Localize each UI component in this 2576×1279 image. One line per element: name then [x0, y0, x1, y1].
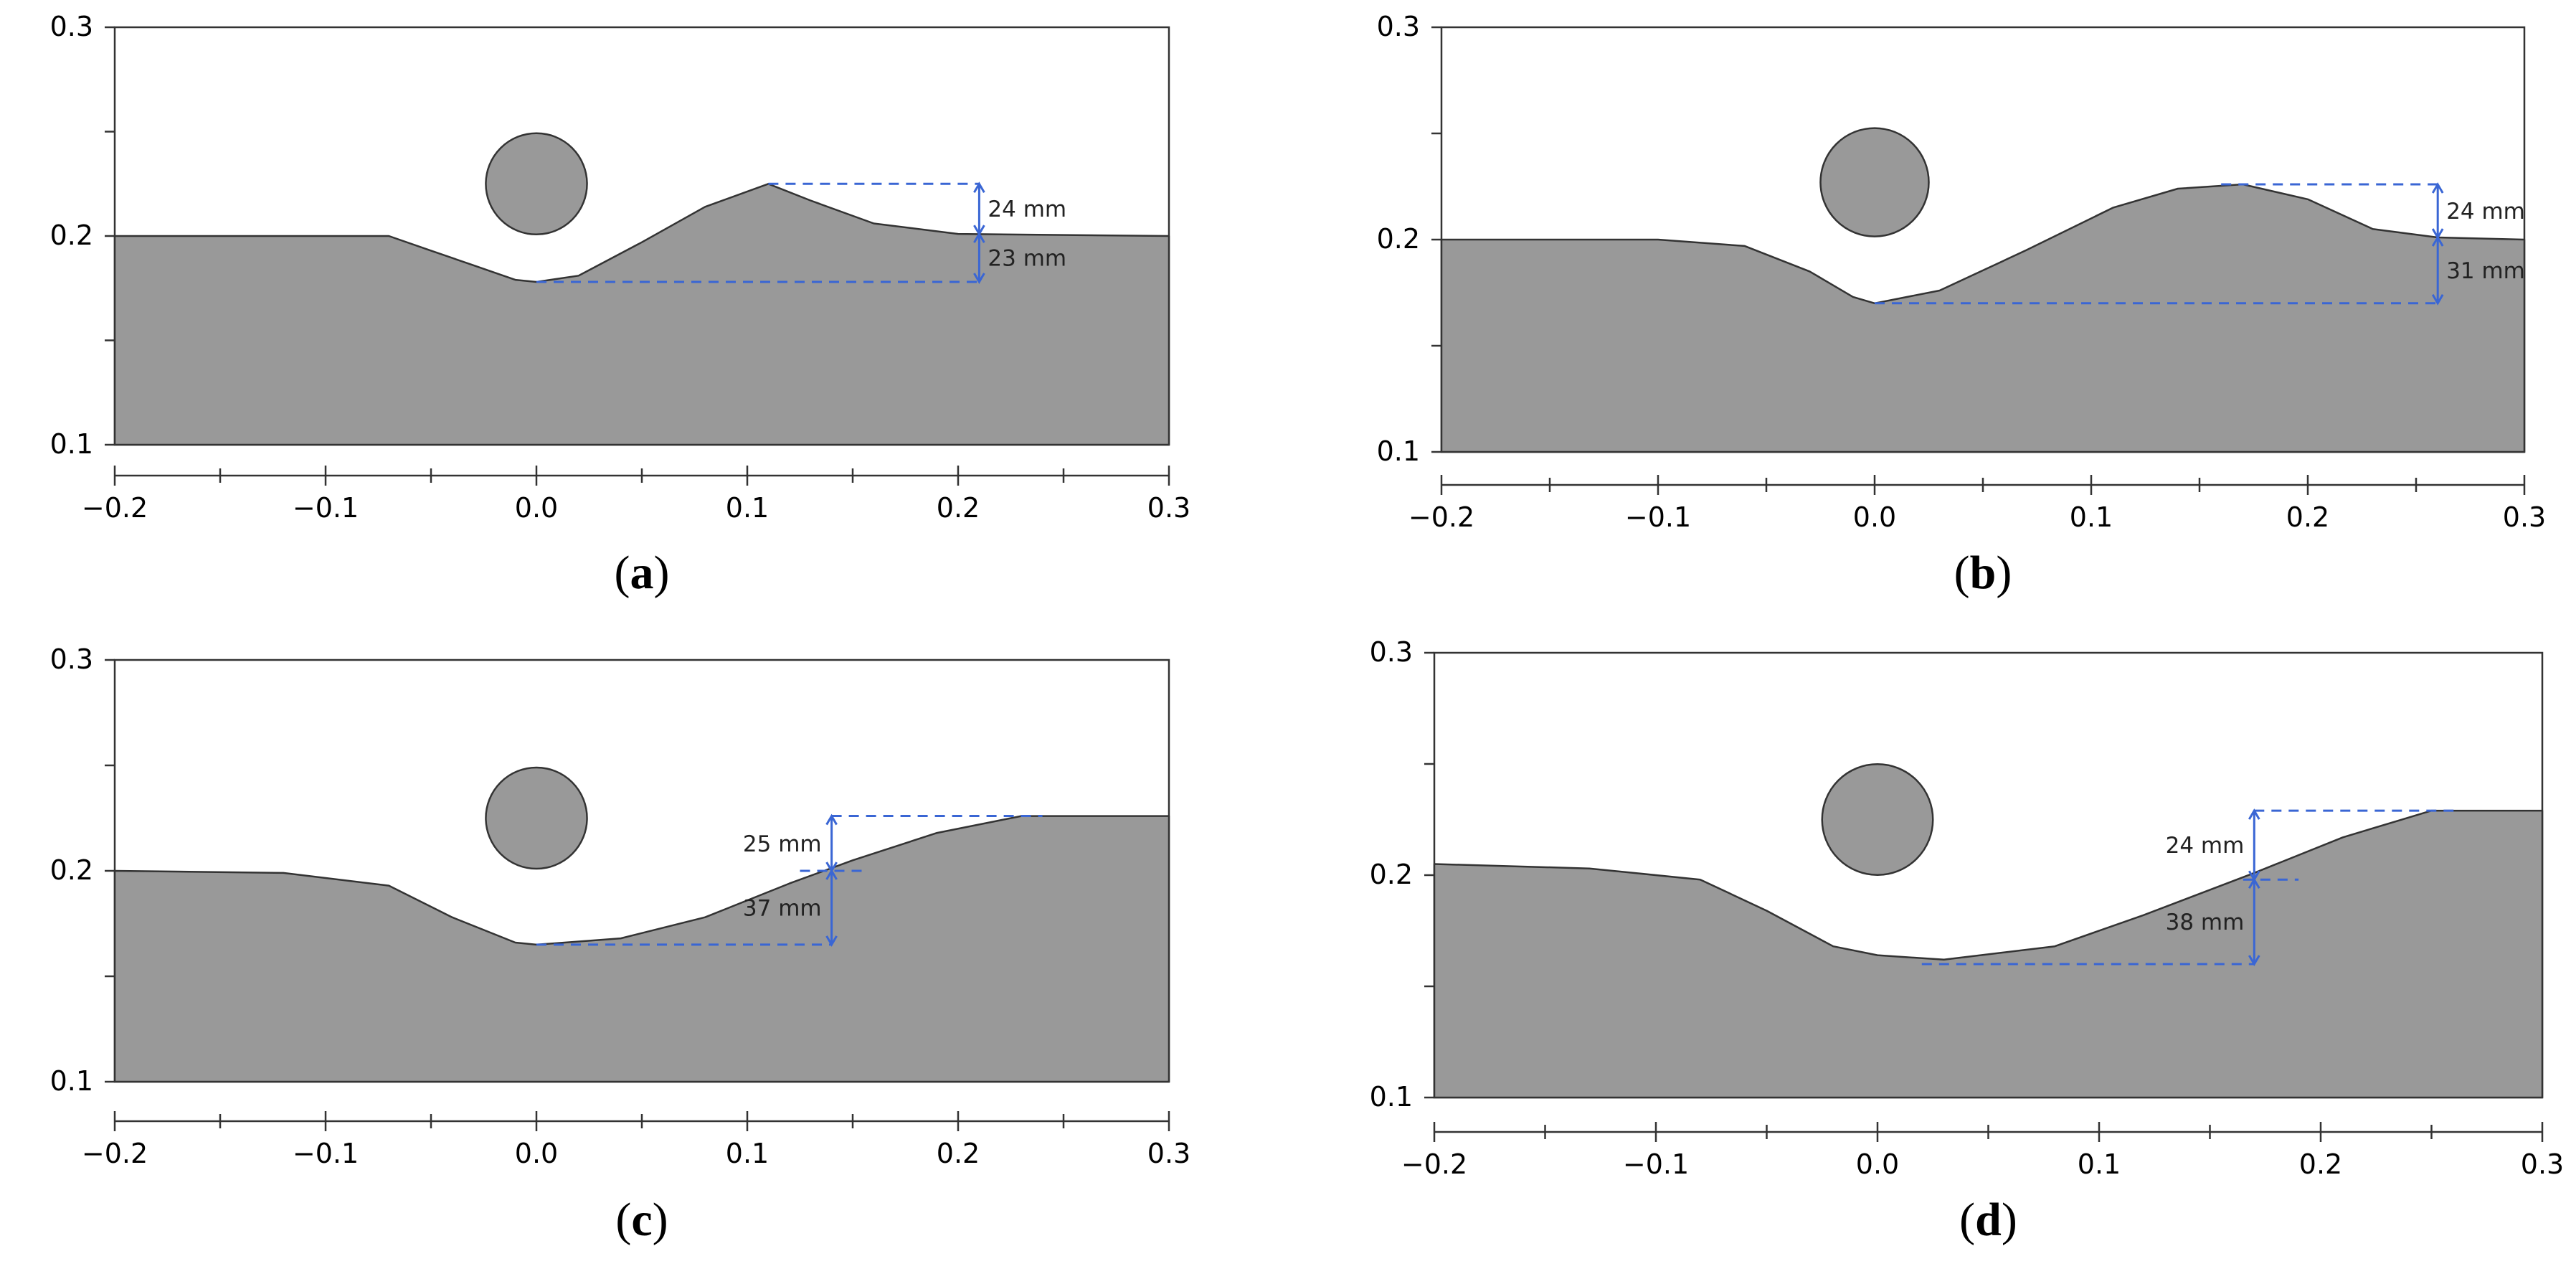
dimension-upper-label: 24 mm [2166, 833, 2245, 859]
panel-caption: (b) [1954, 547, 2012, 599]
x-tick-label: 0.0 [1856, 1148, 1899, 1180]
x-tick-label: 0.1 [726, 492, 769, 524]
y-tick-label: 0.2 [50, 220, 93, 251]
cylinder-circle [1819, 127, 1930, 237]
x-tick-label: −0.1 [293, 1138, 359, 1169]
chart-panel-a: 0.1 0.2 0.3 −0.2 −0.1 0.0 0.1 0.2 0.3 24 mm 23 mm (… [50, 11, 1191, 599]
x-tick-label: −0.1 [1625, 501, 1691, 533]
y-tick-label: 0.2 [50, 854, 93, 886]
y-tick-label: 0.1 [1377, 435, 1420, 467]
soil-surface-area [1440, 183, 2526, 453]
x-tick-label: −0.1 [1623, 1148, 1689, 1180]
cylinder-circle [1821, 763, 1934, 876]
x-tick-label: 0.3 [2503, 501, 2546, 533]
dimension-lower-label: 31 mm [2446, 258, 2525, 284]
x-tick-label: 0.2 [937, 1138, 980, 1169]
x-tick-label: −0.2 [1401, 1148, 1467, 1180]
soil-surface-area [113, 183, 1170, 446]
dimension-upper-arrow-head [825, 813, 838, 826]
cylinder-circle [485, 132, 588, 236]
x-tick-label: 0.2 [2299, 1148, 2342, 1180]
panel-caption: (d) [1959, 1194, 2017, 1246]
x-tick-label: 0.0 [515, 1138, 558, 1169]
y-tick-label: 0.1 [1370, 1081, 1413, 1113]
dimension-lower-arrow-head [2248, 955, 2260, 966]
dimension-lower-arrow-head [973, 273, 985, 284]
dimension-lower-label: 38 mm [2166, 910, 2245, 935]
y-tick-label: 0.2 [1377, 223, 1420, 255]
dimension-lower-arrow-head [825, 869, 838, 880]
x-tick-label: 0.1 [2070, 501, 2113, 533]
chart-panel-d: 0.1 0.2 0.3 −0.2 −0.1 0.0 0.1 0.2 0.3 24 mm 38 mm (… [1370, 636, 2565, 1246]
y-tick-label: 0.3 [1377, 11, 1420, 42]
dimension-lower-label: 37 mm [743, 895, 822, 921]
dimension-upper-arrow-head [2248, 808, 2260, 820]
x-tick-label: 0.2 [937, 492, 980, 524]
x-tick-label: 0.3 [1147, 492, 1190, 524]
x-tick-label: 0.0 [515, 492, 558, 524]
dimension-upper-label: 25 mm [743, 831, 822, 857]
y-tick-label: 0.3 [50, 643, 93, 675]
x-tick-label: 0.2 [2286, 501, 2329, 533]
dimension-upper-label: 24 mm [2446, 199, 2525, 225]
y-tick-label: 0.1 [50, 1065, 93, 1097]
x-tick-label: −0.2 [82, 1138, 148, 1169]
dimension-lower-label: 23 mm [988, 246, 1066, 272]
dimension-upper-arrow-head [973, 181, 985, 194]
dimension-lower-arrow-head [973, 232, 985, 243]
y-tick-label: 0.3 [1370, 636, 1413, 668]
x-tick-label: 0.1 [726, 1138, 769, 1169]
panel-caption: (c) [615, 1194, 668, 1246]
soil-surface-area [113, 815, 1170, 1083]
panel-caption: (a) [615, 547, 670, 599]
x-tick-label: 0.3 [1147, 1138, 1190, 1169]
y-tick-label: 0.3 [50, 11, 93, 42]
x-tick-label: −0.2 [1408, 501, 1474, 533]
x-tick-label: −0.2 [82, 492, 148, 524]
dimension-lower-arrow-head [825, 935, 838, 947]
x-tick-label: −0.1 [293, 492, 359, 524]
chart-panel-c: 0.1 0.2 0.3 −0.2 −0.1 0.0 0.1 0.2 0.3 25 mm 37 mm (… [50, 643, 1191, 1246]
dimension-upper-label: 24 mm [988, 197, 1066, 222]
y-tick-label: 0.2 [1370, 859, 1413, 890]
dimension-lower-arrow-head [2431, 294, 2444, 306]
dimension-lower-arrow-head [2248, 877, 2260, 889]
dimension-upper-arrow-head [2431, 182, 2444, 194]
dimension-lower-arrow-head [2431, 235, 2444, 247]
x-tick-label: 0.3 [2521, 1148, 2564, 1180]
chart-panel-b: 0.1 0.2 0.3 −0.2 −0.1 0.0 0.1 0.2 0.3 24 mm 31 mm (… [1377, 11, 2547, 599]
x-tick-label: 0.1 [2078, 1148, 2121, 1180]
cylinder-circle [485, 766, 588, 870]
soil-surface-area [1433, 809, 2544, 1099]
x-tick-label: 0.0 [1853, 501, 1896, 533]
y-tick-label: 0.1 [50, 428, 93, 460]
